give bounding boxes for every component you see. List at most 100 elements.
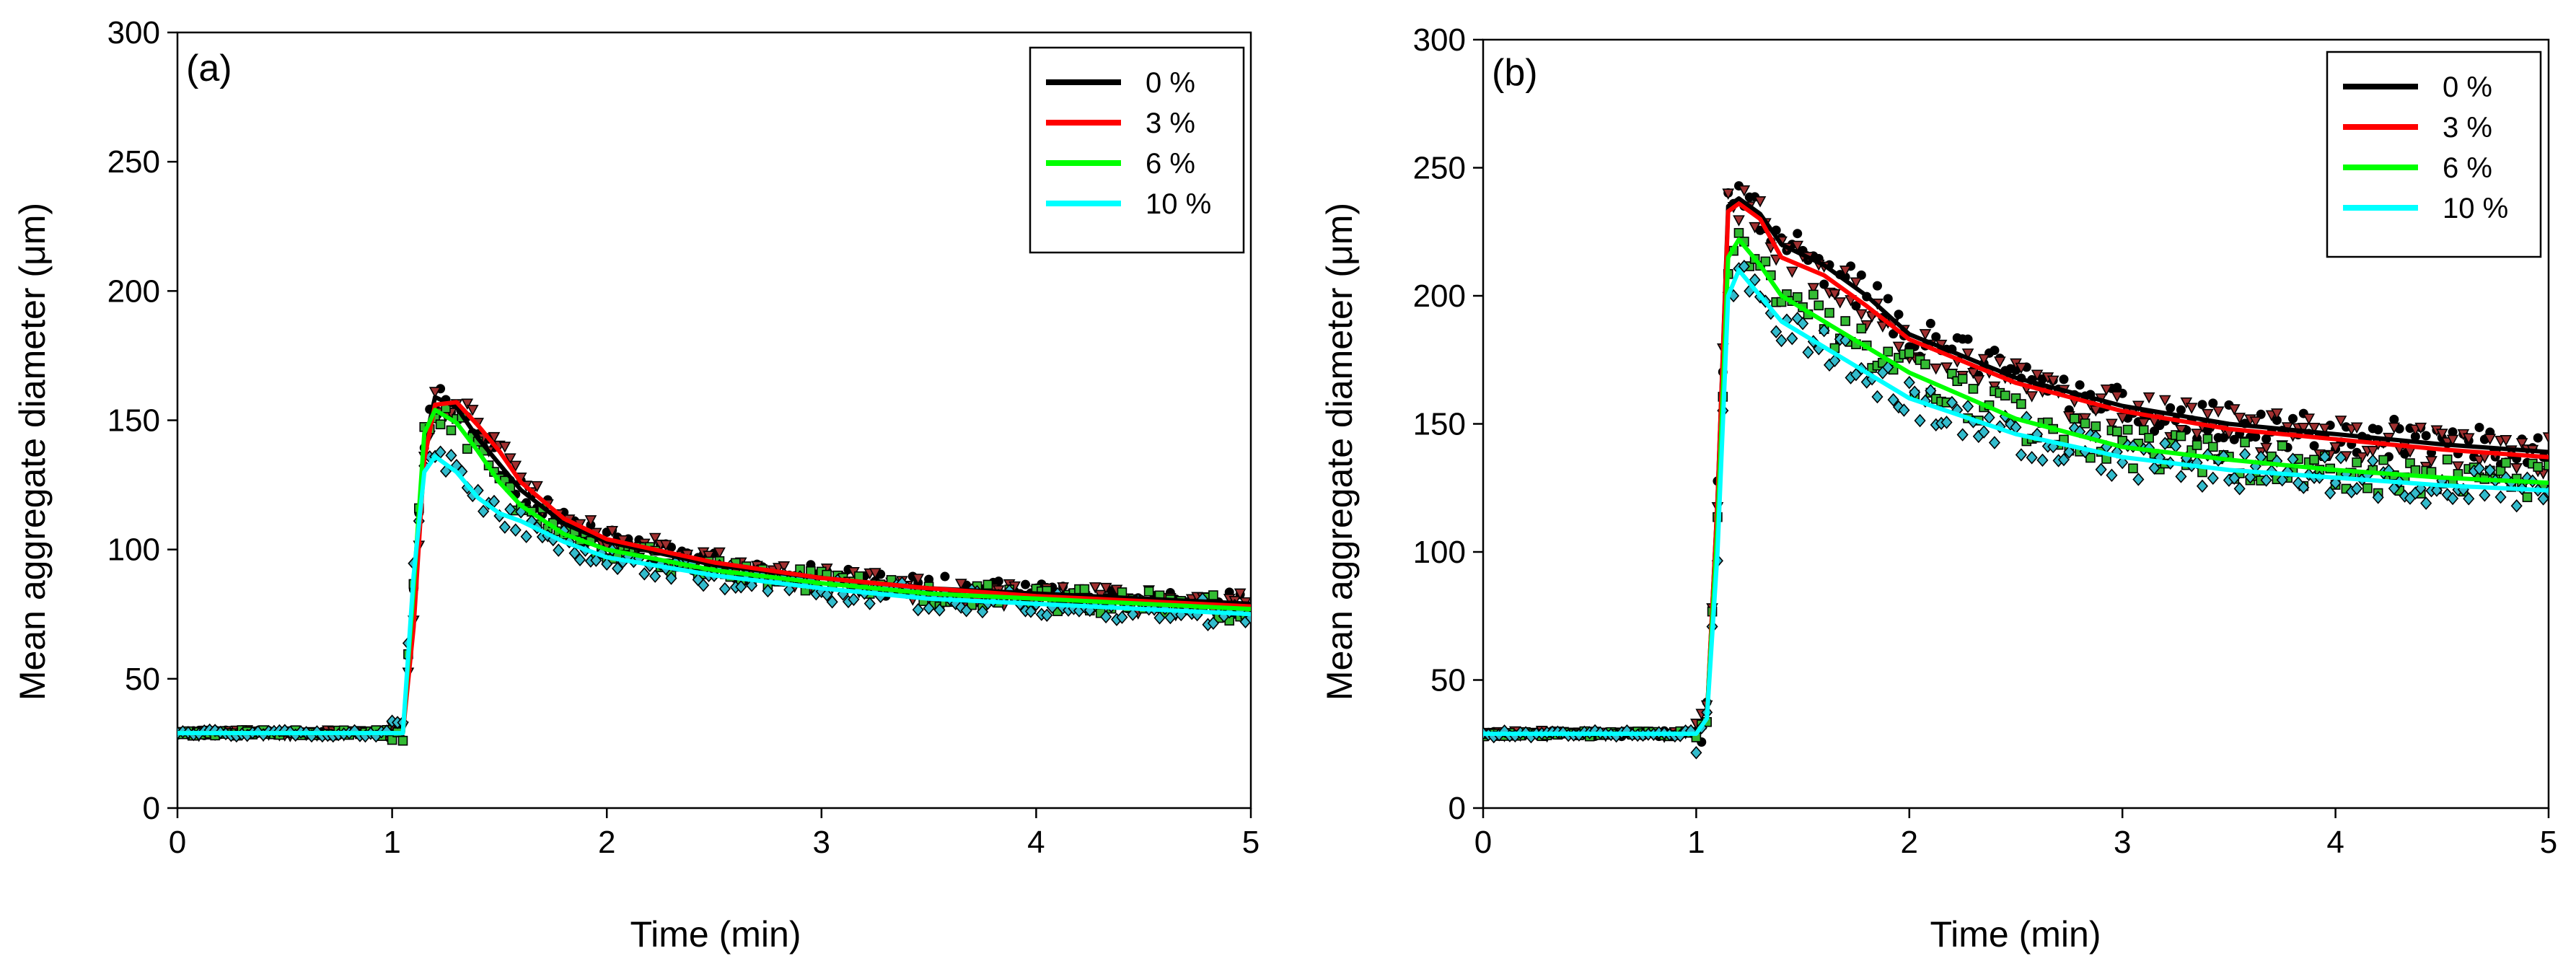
x-tick-label: 2 [598, 825, 615, 860]
data-point [2271, 408, 2283, 420]
data-point [976, 605, 989, 619]
data-point [1143, 586, 1154, 597]
data-point [2329, 442, 2342, 454]
data-point [933, 603, 946, 617]
data-point [2537, 492, 2549, 506]
data-point [1818, 323, 1830, 338]
data-point [1819, 279, 1829, 289]
y-tick-label: 0 [143, 791, 160, 826]
data-point [2148, 461, 2160, 475]
data-point [2112, 426, 2122, 436]
data-point [2420, 496, 2432, 510]
data-point [2192, 440, 2202, 450]
y-tick-label: 50 [125, 662, 160, 697]
data-point [1770, 325, 1782, 339]
data-point [2091, 421, 2101, 431]
legend: 0 % 3 % 6 % 10 % [2326, 51, 2542, 258]
data-point [1990, 346, 2000, 356]
data-point [1153, 611, 1166, 625]
data-point [2111, 391, 2124, 403]
legend-label: 10 % [1146, 188, 1211, 220]
data-point [1021, 579, 1031, 589]
x-tick-label: 3 [2114, 825, 2131, 860]
data-point [2260, 473, 2272, 487]
data-point [2197, 400, 2207, 410]
data-point [590, 553, 602, 567]
data-point [1940, 416, 1953, 429]
legend-label: 6 % [2443, 152, 2492, 184]
data-point [1738, 259, 1750, 273]
data-point [531, 481, 543, 493]
data-point [1856, 323, 1867, 334]
data-point [1930, 363, 1943, 375]
legend-label: 6 % [1146, 148, 1195, 180]
data-point [778, 561, 791, 573]
data-point [2495, 465, 2506, 476]
data-point [923, 601, 935, 615]
data-point [1977, 354, 1990, 366]
legend-label: 3 % [1146, 108, 1195, 139]
data-point [1940, 362, 1953, 374]
data-point [2452, 461, 2464, 473]
data-point [2479, 488, 2491, 502]
chart-panel-a: Mean aggregate diameter (μm) Time (min) … [12, 15, 1260, 955]
plot-data [1483, 181, 2549, 760]
x-axis-title: Time (min) [1930, 914, 2101, 955]
data-point [2095, 462, 2107, 477]
data-point [2106, 468, 2118, 482]
data-point [940, 571, 950, 582]
data-point [1894, 310, 1904, 320]
data-point [2373, 425, 2383, 435]
series-line [177, 408, 1251, 736]
data-point [1792, 292, 1803, 302]
data-point [2367, 454, 2379, 468]
legend-label: 0 % [2443, 71, 2492, 103]
data-point [2256, 409, 2266, 419]
data-point [1855, 309, 1868, 321]
data-point [1925, 384, 1937, 398]
data-point [2389, 414, 2399, 424]
x-tick-label: 4 [2326, 825, 2344, 860]
data-point [1988, 436, 2001, 449]
data-point [466, 405, 479, 416]
data-point [2494, 490, 2507, 504]
data-point [2318, 424, 2331, 435]
chart-panel-b: Mean aggregate diameter (μm) Time (min) … [1319, 22, 2557, 955]
data-point [1749, 273, 1761, 287]
data-point [2510, 462, 2523, 475]
y-tick-label: 300 [107, 15, 160, 51]
data-point [2542, 432, 2549, 444]
data-point [713, 547, 726, 559]
y-tick-label: 250 [107, 144, 160, 180]
data-point [2036, 453, 2049, 468]
data-point [1903, 375, 1915, 390]
data-point [2308, 422, 2321, 434]
data-point [1887, 392, 1899, 407]
data-point [1775, 333, 1788, 348]
data-point [2462, 433, 2475, 444]
legend-label: 10 % [2443, 193, 2508, 224]
data-point [1978, 425, 1990, 439]
data-point [2501, 457, 2511, 468]
data-point [2533, 433, 2543, 443]
data-point [638, 567, 651, 581]
data-point [718, 582, 731, 596]
data-point [2202, 408, 2214, 421]
data-point [1914, 413, 1926, 428]
data-point [520, 530, 532, 543]
data-point [601, 557, 613, 571]
data-point [1829, 354, 1841, 367]
data-point [2244, 470, 2256, 484]
data-point [2233, 413, 2246, 424]
legend-box [2326, 51, 2542, 258]
data-point [2430, 483, 2443, 497]
data-point [462, 444, 472, 454]
data-point [2533, 462, 2544, 472]
data-point [2047, 375, 2060, 387]
data-point [2228, 404, 2241, 416]
series-line [1483, 268, 2549, 736]
data-point [869, 568, 882, 579]
data-point [2100, 384, 2113, 396]
x-axis-title: Time (min) [630, 914, 801, 955]
data-point [2474, 422, 2484, 432]
